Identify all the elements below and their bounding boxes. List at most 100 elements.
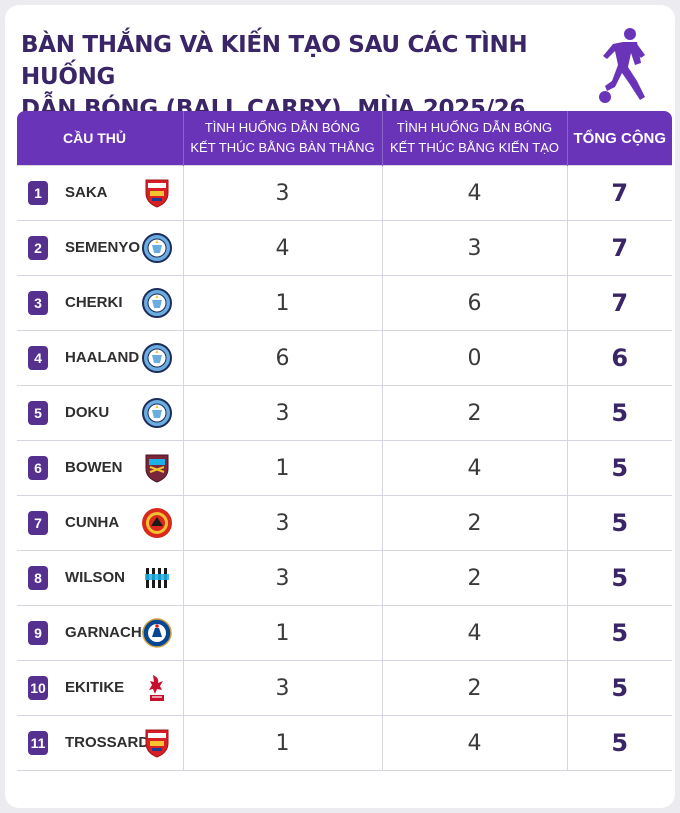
assists-cell: 2	[382, 385, 568, 441]
assists-cell: 4	[382, 715, 568, 771]
player-name: SEMENYO	[65, 239, 141, 256]
newcastle-crest-icon	[141, 562, 173, 594]
table-header-row: CẦU THỦ TÌNH HUỐNG DẪN BÓNG KẾT THÚC BẰN…	[17, 111, 672, 166]
total-cell: 5	[567, 605, 672, 661]
assists-cell: 4	[382, 440, 568, 496]
header-goals-line-2: KẾT THÚC BẰNG BÀN THẮNG	[190, 140, 375, 155]
player-name: CHERKI	[65, 294, 123, 311]
player-cell: 11 TROSSARD	[17, 715, 184, 771]
total-cell: 5	[567, 550, 672, 606]
header-goals: TÌNH HUỐNG DẪN BÓNG KẾT THÚC BẰNG BÀN TH…	[183, 111, 383, 166]
player-cell: 9 GARNACHO	[17, 605, 184, 661]
assists-cell: 0	[382, 330, 568, 386]
total-cell: 7	[567, 275, 672, 331]
arsenal-crest-icon	[141, 727, 173, 759]
assists-cell: 2	[382, 495, 568, 551]
footballer-silhouette-icon	[599, 28, 645, 103]
rank-badge: 1	[28, 181, 48, 205]
player-name: SAKA	[65, 184, 108, 201]
assists-cell: 2	[382, 660, 568, 716]
player-cell: 1 SAKA	[17, 165, 184, 221]
man-city-crest-icon	[141, 397, 173, 429]
goals-cell: 3	[183, 550, 383, 606]
player-cell: 2 SEMENYO	[17, 220, 184, 276]
goals-cell: 3	[183, 495, 383, 551]
table-row: 1 SAKA 3 4 7	[17, 165, 672, 221]
table-row: 5 DOKU 3 2 5	[17, 385, 672, 441]
player-name: BOWEN	[65, 459, 123, 476]
title-line-1: BÀN THẮNG VÀ KIẾN TẠO SAU CÁC TÌNH HUỐNG	[21, 32, 528, 90]
player-name: TROSSARD	[65, 734, 150, 751]
table-row: 9 GARNACHO 1 4 5	[17, 605, 672, 661]
total-cell: 5	[567, 440, 672, 496]
man-city-crest-icon	[141, 342, 173, 374]
table-row: 11 TROSSARD 1 4 5	[17, 715, 672, 771]
table-row: 10 EKITIKE 3 2 5	[17, 660, 672, 716]
rank-badge: 8	[28, 566, 48, 590]
rank-badge: 7	[28, 511, 48, 535]
infographic-card: BÀN THẮNG VÀ KIẾN TẠO SAU CÁC TÌNH HUỐNG…	[5, 5, 675, 808]
goals-cell: 1	[183, 715, 383, 771]
player-cell: 8 WILSON	[17, 550, 184, 606]
player-name: GARNACHO	[65, 624, 154, 641]
west-ham-crest-icon	[141, 452, 173, 484]
player-name: CUNHA	[65, 514, 120, 531]
table-row: 2 SEMENYO 4 3 7	[17, 220, 672, 276]
player-cell: 7 CUNHA	[17, 495, 184, 551]
player-cell: 4 HAALAND	[17, 330, 184, 386]
player-name: HAALAND	[65, 349, 140, 366]
table-row: 7 CUNHA 3 2 5	[17, 495, 672, 551]
player-cell: 10 EKITIKE	[17, 660, 184, 716]
total-cell: 5	[567, 660, 672, 716]
goals-cell: 3	[183, 660, 383, 716]
header-assists-line-2: KẾT THÚC BẰNG KIẾN TẠO	[389, 140, 560, 155]
assists-cell: 6	[382, 275, 568, 331]
total-cell: 7	[567, 165, 672, 221]
header-assists: TÌNH HUỐNG DẪN BÓNG KẾT THÚC BẰNG KIẾN T…	[382, 111, 568, 166]
liverpool-crest-icon	[141, 672, 173, 704]
total-cell: 5	[567, 715, 672, 771]
header-goals-line-1: TÌNH HUỐNG DẪN BÓNG	[204, 120, 361, 135]
assists-cell: 2	[382, 550, 568, 606]
player-name: WILSON	[65, 569, 125, 586]
goals-cell: 3	[183, 385, 383, 441]
table-row: 6 BOWEN 1 4 5	[17, 440, 672, 496]
total-cell: 5	[567, 495, 672, 551]
rank-badge: 2	[28, 236, 48, 260]
rank-badge: 6	[28, 456, 48, 480]
assists-cell: 3	[382, 220, 568, 276]
stats-table: CẦU THỦ TÌNH HUỐNG DẪN BÓNG KẾT THÚC BẰN…	[17, 111, 672, 771]
man-united-crest-icon	[141, 507, 173, 539]
player-name: EKITIKE	[65, 679, 125, 696]
player-name: DOKU	[65, 404, 110, 421]
table-row: 8 WILSON 3 2 5	[17, 550, 672, 606]
goals-cell: 6	[183, 330, 383, 386]
man-city-crest-icon	[141, 232, 173, 264]
arsenal-crest-icon	[141, 177, 173, 209]
total-cell: 6	[567, 330, 672, 386]
goals-cell: 1	[183, 440, 383, 496]
goals-cell: 1	[183, 605, 383, 661]
table-row: 4 HAALAND 6 0 6	[17, 330, 672, 386]
total-cell: 7	[567, 220, 672, 276]
header-player: CẦU THỦ	[17, 111, 184, 166]
table-row: 3 CHERKI 1 6 7	[17, 275, 672, 331]
rank-badge: 10	[28, 676, 48, 700]
rank-badge: 4	[28, 346, 48, 370]
player-cell: 5 DOKU	[17, 385, 184, 441]
player-cell: 3 CHERKI	[17, 275, 184, 331]
chelsea-crest-icon	[141, 617, 173, 649]
assists-cell: 4	[382, 605, 568, 661]
header-assists-line-1: TÌNH HUỐNG DẪN BÓNG	[396, 120, 553, 135]
goals-cell: 3	[183, 165, 383, 221]
header-total: TỔNG CỘNG	[567, 111, 672, 166]
total-cell: 5	[567, 385, 672, 441]
rank-badge: 9	[28, 621, 48, 645]
goals-cell: 1	[183, 275, 383, 331]
rank-badge: 3	[28, 291, 48, 315]
goals-cell: 4	[183, 220, 383, 276]
man-city-crest-icon	[141, 287, 173, 319]
rank-badge: 11	[28, 731, 48, 755]
player-cell: 6 BOWEN	[17, 440, 184, 496]
rank-badge: 5	[28, 401, 48, 425]
